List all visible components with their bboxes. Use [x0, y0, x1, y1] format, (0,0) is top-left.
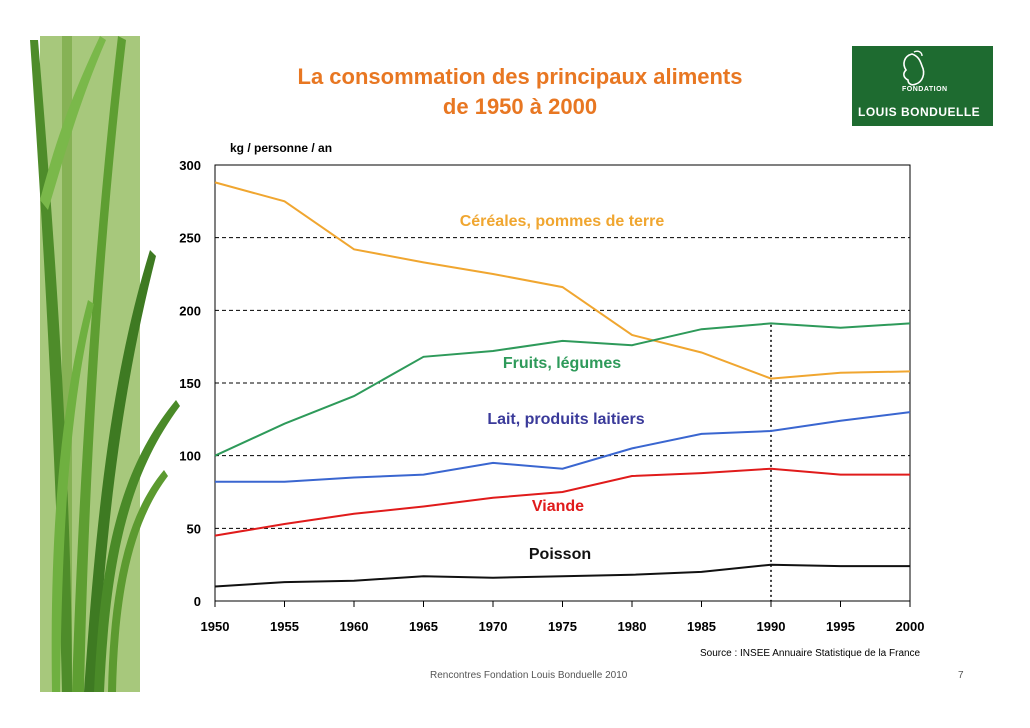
source-note: Source : INSEE Annuaire Statistique de l…	[700, 648, 921, 659]
x-tick-label: 1990	[757, 619, 786, 634]
series-label-viande: Viande	[532, 498, 584, 515]
grass-blade	[72, 36, 126, 692]
x-tick-label: 1995	[826, 619, 855, 634]
logo-name-text: LOUIS BONDUELLE	[858, 105, 981, 119]
y-tick-label: 0	[194, 594, 201, 609]
logo-fondation-text: FONDATION	[902, 86, 948, 93]
grass-decoration	[30, 36, 180, 692]
series-line-poisson	[214, 563, 910, 588]
series-label-poisson: Poisson	[529, 546, 591, 563]
series-line-lait-produits-laitiers	[215, 411, 911, 483]
grass-blade	[108, 470, 168, 692]
x-tick-label: 1950	[201, 619, 230, 634]
series-label-fruits-legumes: Fruits, légumes	[503, 355, 621, 372]
grass-blade	[84, 250, 156, 692]
slide-title-line1: La consommation des principaux aliments	[297, 64, 743, 89]
slide-title-line2: de 1950 à 2000	[442, 94, 598, 119]
fondation-logo: FONDATION LOUIS BONDUELLE	[852, 46, 993, 126]
y-tick-label: 50	[187, 521, 201, 536]
x-tick-label: 1965	[409, 619, 438, 634]
series-line-fruits-legumes	[214, 322, 911, 457]
page-number: 7	[958, 670, 964, 681]
y-tick-label: 250	[179, 231, 201, 246]
grass-blade	[51, 300, 94, 692]
series-label-cereales-pommes-de-terre: Céréales, pommes de terre	[460, 213, 665, 230]
series-line-cereales-pommes-de-terre	[214, 181, 911, 380]
y-tick-label: 100	[179, 449, 201, 464]
face-profile-icon	[903, 50, 925, 86]
grass-blade	[40, 36, 106, 210]
y-tick-label: 300	[179, 158, 201, 173]
x-tick-label: 1975	[548, 619, 577, 634]
x-tick-label: 1980	[618, 619, 647, 634]
y-tick-label: 150	[179, 376, 201, 391]
x-tick-label: 1960	[340, 619, 369, 634]
x-tick-label: 2000	[896, 619, 925, 634]
x-tick-label: 1955	[270, 619, 299, 634]
green-panel-stripe	[62, 36, 72, 692]
grass-blade	[94, 400, 180, 692]
y-tick-label: 200	[179, 303, 201, 318]
series-label-lait-produits-laitiers: Lait, produits laitiers	[487, 411, 644, 428]
series-line-viande	[214, 467, 910, 537]
footer-text: Rencontres Fondation Louis Bonduelle 201…	[430, 670, 628, 681]
x-tick-label: 1985	[687, 619, 716, 634]
y-axis-label: kg / personne / an	[230, 141, 332, 155]
x-tick-label: 1970	[479, 619, 508, 634]
